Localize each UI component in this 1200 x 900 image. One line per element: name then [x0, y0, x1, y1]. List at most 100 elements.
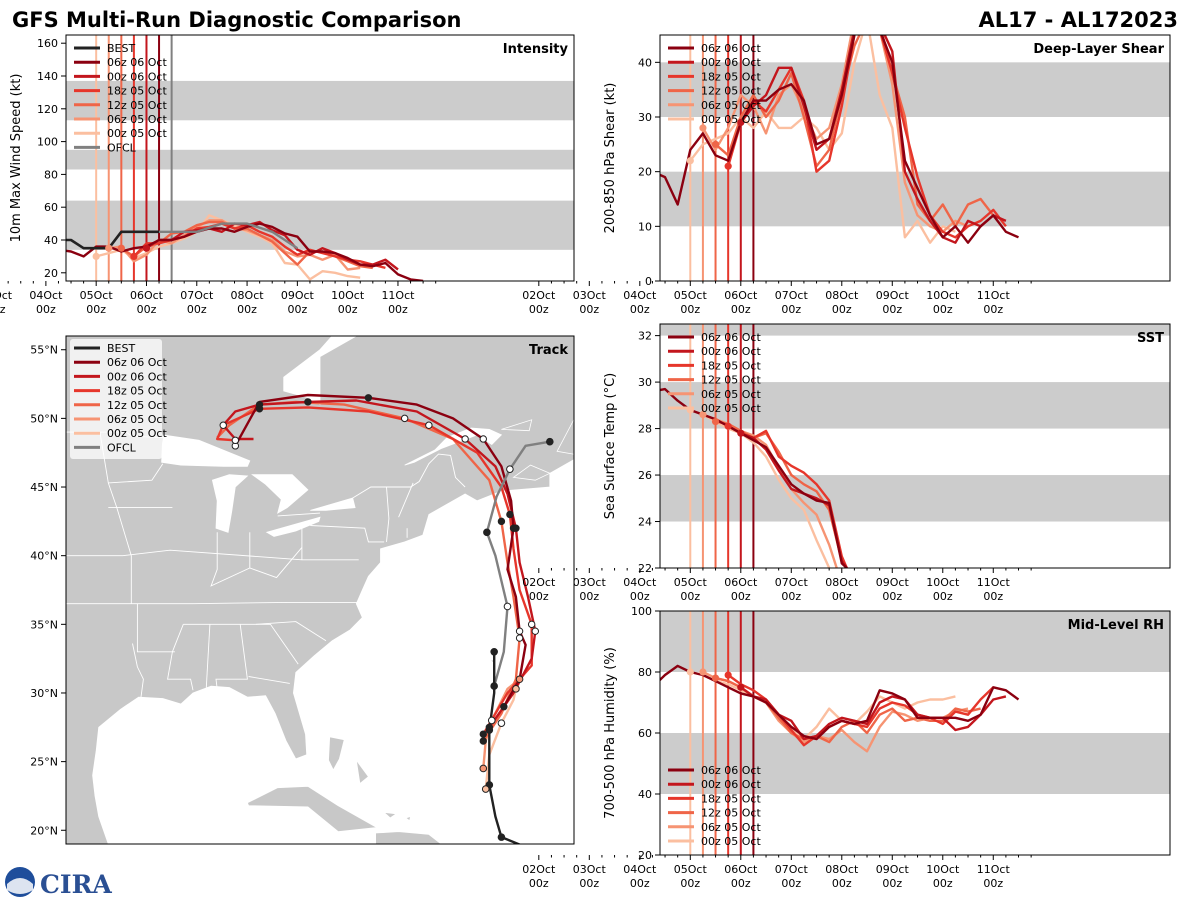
cape-breton-land: [512, 464, 551, 481]
track-position-marker: [231, 436, 240, 445]
intensity-x-tick-label: 08Oct: [231, 289, 265, 302]
shear-init-point: [699, 124, 707, 132]
intensity-series-line: [66, 230, 159, 250]
intensity-legend-label: 12z 05 Oct: [107, 99, 167, 112]
state-border: [215, 624, 248, 689]
shear-init-point: [724, 162, 732, 170]
track-legend-label: OFCL: [107, 441, 137, 454]
intensity-y-tick-label: 140: [37, 70, 58, 83]
track-legend-label: 12z 05 Oct: [107, 399, 167, 412]
track-lat-label: 25°N: [30, 756, 58, 769]
newfoundland-land: [556, 418, 574, 455]
rh-x-tick-label: 08Oct: [825, 863, 859, 876]
rh-legend-label: 06z 05 Oct: [701, 821, 761, 834]
sst-x-tick-label: 11Oct: [977, 576, 1011, 589]
bahamas-land: [382, 811, 398, 819]
track-series-line: [215, 406, 533, 735]
rh-x-tick-label: 05Oct: [674, 863, 708, 876]
state-border: [352, 453, 466, 499]
track-position-marker: [503, 602, 512, 611]
storm-id: AL17 - AL172023: [979, 8, 1179, 32]
state-border: [386, 486, 390, 542]
track-position-marker: [531, 627, 539, 635]
sst-x-tick-sublabel: 00z: [630, 590, 650, 603]
track-position-marker: [479, 730, 487, 738]
sst-threshold-band: [660, 382, 1170, 429]
intensity-legend-label: 00z 05 Oct: [107, 127, 167, 140]
shear-series-line: [714, 35, 995, 228]
rh-x-tick-sublabel: 00z: [731, 877, 751, 890]
rh-x-tick-label: 04Oct: [623, 863, 657, 876]
track-position-marker: [479, 737, 487, 745]
shear-x-tick-sublabel: 00z: [630, 303, 650, 316]
rh-x-tick-label: 10Oct: [926, 863, 960, 876]
shear-x-tick-label: 03Oct: [573, 289, 607, 302]
rh-legend-label: 12z 05 Oct: [701, 807, 761, 820]
shear-x-tick-sublabel: 00z: [731, 303, 751, 316]
track-position-marker: [497, 833, 506, 841]
rh-x-tick-sublabel: 00z: [983, 877, 1003, 890]
state-border: [167, 624, 194, 691]
intensity-threshold-band: [66, 149, 574, 170]
cira-logo: CIRA: [5, 867, 112, 899]
shear-legend-label: 06z 06 Oct: [701, 42, 761, 55]
track-lat-label: 45°N: [30, 481, 58, 494]
intensity-legend-label: 06z 05 Oct: [107, 113, 167, 126]
sst-legend-label: 06z 06 Oct: [701, 331, 761, 344]
shear-x-tick-sublabel: 00z: [832, 303, 852, 316]
sst-legend-label: 12z 05 Oct: [701, 374, 761, 387]
track-position-marker: [506, 465, 514, 473]
track-position-marker: [461, 435, 469, 443]
sst-x-tick-label: 07Oct: [775, 576, 809, 589]
track-position-marker: [515, 627, 524, 635]
state-border: [398, 482, 414, 518]
track-position-marker: [485, 723, 494, 731]
shear-x-tick-sublabel: 00z: [680, 303, 700, 316]
track-legend-bg: [70, 339, 162, 459]
rh-x-tick-sublabel: 00z: [832, 877, 852, 890]
sst-x-tick-sublabel: 00z: [680, 590, 700, 603]
rh-init-point: [737, 683, 745, 691]
shear-legend-label: 00z 06 Oct: [701, 56, 761, 69]
track-position-marker: [515, 675, 524, 684]
sst-y-tick-label: 30: [638, 376, 652, 389]
shear-series-line: [689, 35, 956, 244]
sst-y-tick-label: 28: [638, 423, 652, 436]
rh-y-tick-label: 100: [631, 605, 652, 618]
sst-x-tick-label: 05Oct: [674, 576, 708, 589]
intensity-series-line: [159, 222, 299, 250]
sst-x-tick-label: 04Oct: [623, 576, 657, 589]
sst-x-tick-sublabel: 00z: [731, 590, 751, 603]
rh-init-point: [724, 671, 732, 679]
cuba-land: [246, 785, 379, 833]
intensity-x-tick-sublabel: 00z: [86, 303, 106, 316]
rh-legend-label: 00z 06 Oct: [701, 778, 761, 791]
shear-legend-label: 06z 05 Oct: [701, 99, 761, 112]
st-lawrence-water: [404, 427, 503, 466]
shear-x-tick-sublabel: 00z: [882, 303, 902, 316]
cira-logo-text: CIRA: [40, 870, 112, 899]
sst-x-tick-sublabel: 00z: [882, 590, 902, 603]
track-position-marker: [483, 528, 491, 537]
sst-plot-area: [660, 324, 1170, 568]
intensity-y-tick-label: 40: [44, 234, 58, 247]
shear-plot-area: [660, 35, 1170, 281]
rh-series-line: [660, 664, 1020, 741]
rh-x-tick-label: 03Oct: [573, 863, 607, 876]
intensity-x-tick-sublabel: 00z: [36, 303, 56, 316]
intensity-legend-label: BEST: [107, 42, 135, 55]
shear-x-tick-label: 05Oct: [674, 289, 708, 302]
sst-y-tick-label: 24: [638, 516, 652, 529]
intensity-x-tick-sublabel: 00z: [388, 303, 408, 316]
shear-x-tick-label: 10Oct: [926, 289, 960, 302]
intensity-y-tick-label: 100: [37, 136, 58, 149]
intensity-x-tick-label: 07Oct: [180, 289, 214, 302]
track-position-marker: [479, 435, 487, 443]
sst-x-tick-label: 09Oct: [876, 576, 910, 589]
sst-x-tick-sublabel: 00z: [529, 590, 549, 603]
hispaniola-land: [375, 831, 442, 844]
track-position-marker: [546, 437, 554, 446]
jamaica-land: [329, 851, 354, 861]
shear-y-tick-label: 30: [638, 111, 652, 124]
rh-x-tick-sublabel: 00z: [529, 877, 549, 890]
